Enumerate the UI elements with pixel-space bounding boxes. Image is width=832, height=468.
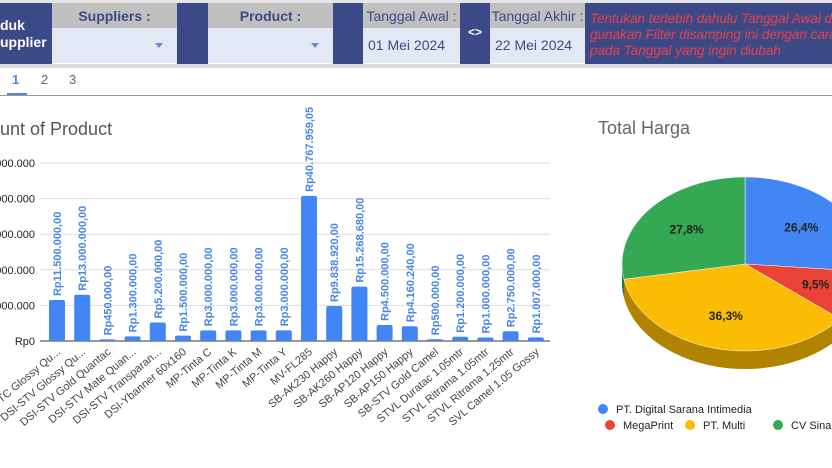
legend-marker bbox=[598, 404, 608, 414]
suppliers-dropdown[interactable] bbox=[52, 28, 177, 63]
bar[interactable] bbox=[452, 336, 469, 341]
data-label: Rp450.000,00 bbox=[102, 266, 114, 336]
bar-chart-title: unt of Product bbox=[0, 119, 112, 139]
legend-marker bbox=[685, 420, 695, 430]
legend-label[interactable]: PT. Multi bbox=[703, 420, 745, 432]
bar[interactable] bbox=[250, 330, 267, 341]
bar[interactable] bbox=[427, 339, 443, 341]
note-text: gunakan Filter disamping ini dengan cara bbox=[590, 27, 832, 42]
data-label: Rp3.000.000,00 bbox=[254, 247, 266, 326]
data-label: Rp2.750.000,00 bbox=[506, 248, 518, 327]
panel-title: duk upplier bbox=[0, 3, 52, 64]
tab-2[interactable]: 2 bbox=[41, 72, 49, 87]
bar[interactable] bbox=[200, 330, 217, 341]
tabs-divider bbox=[0, 95, 832, 96]
start-date-input[interactable]: 01 Mei 2024 bbox=[363, 28, 460, 63]
product-dropdown[interactable] bbox=[208, 28, 333, 63]
bar[interactable] bbox=[49, 300, 65, 341]
bar[interactable] bbox=[225, 330, 242, 341]
bar[interactable] bbox=[74, 294, 91, 341]
y-tick-label: Rp50.000.000 bbox=[0, 158, 35, 170]
end-date-input[interactable]: 22 Mei 2024 bbox=[490, 28, 585, 63]
tab-1[interactable]: 1 bbox=[12, 72, 20, 87]
y-tick-label: Rp0 bbox=[15, 336, 35, 348]
bar[interactable] bbox=[376, 324, 393, 341]
pie-chart-title: Total Harga bbox=[598, 118, 691, 138]
active-tab-indicator bbox=[7, 93, 27, 95]
y-tick-label: Rp20.000.000 bbox=[0, 265, 35, 277]
data-label: Rp1.300.000,00 bbox=[128, 253, 140, 332]
bar[interactable] bbox=[99, 339, 116, 341]
data-label: Rp1.500.000,00 bbox=[178, 253, 190, 332]
legend-label[interactable]: MegaPrint bbox=[623, 420, 673, 432]
y-tick-label: Rp40.000.000 bbox=[0, 194, 35, 206]
data-label: Rp1.007.000,00 bbox=[531, 255, 543, 334]
data-label: Rp500.000,00 bbox=[430, 266, 442, 336]
divider bbox=[177, 3, 208, 64]
bar[interactable] bbox=[527, 337, 544, 341]
product-label: Product : bbox=[208, 3, 333, 28]
legend-marker bbox=[605, 420, 615, 430]
pie-slice[interactable] bbox=[744, 263, 832, 319]
data-label: Rp3.000.000,00 bbox=[228, 247, 240, 326]
bar[interactable] bbox=[175, 335, 191, 341]
data-label: Rp13.000.000,00 bbox=[77, 206, 89, 291]
note-line-3: pada Tanggal yang ingin diubah bbox=[590, 43, 781, 58]
legend-label[interactable]: CV Sina bbox=[791, 420, 832, 432]
pie-slice-label: 9,5% bbox=[802, 277, 830, 291]
swap-dates-icon[interactable]: <> bbox=[460, 3, 490, 64]
data-label: Rp15.268.680,00 bbox=[354, 198, 366, 283]
y-tick-label: Rp10.000.000 bbox=[0, 300, 35, 312]
data-label: Rp4.500.000,00 bbox=[380, 242, 392, 321]
chevron-down-icon bbox=[155, 43, 163, 48]
data-label: Rp40.767.959,05 bbox=[304, 107, 316, 192]
data-label: Rp3.000.000,00 bbox=[203, 247, 215, 326]
pie-slice-label: 27,8% bbox=[670, 222, 704, 236]
bar[interactable] bbox=[351, 286, 368, 341]
data-label: Rp1.200.000,00 bbox=[455, 254, 467, 333]
bar[interactable] bbox=[326, 305, 343, 341]
end-date-label: Tanggal Akhir : bbox=[490, 3, 585, 28]
suppliers-label: Suppliers : bbox=[52, 3, 177, 28]
bar[interactable] bbox=[124, 336, 141, 341]
tab-3[interactable]: 3 bbox=[69, 72, 77, 87]
data-label: Rp4.160.240,00 bbox=[405, 243, 417, 322]
y-tick-label: Rp30.000.000 bbox=[0, 229, 35, 241]
pie-slice-label: 36,3% bbox=[709, 309, 743, 323]
divider bbox=[333, 3, 363, 64]
data-label: Rp9.838.920,00 bbox=[329, 223, 341, 302]
chevron-down-icon bbox=[311, 43, 319, 48]
data-label: Rp5.200.000,00 bbox=[153, 240, 165, 319]
data-label: Rp1.000.000,00 bbox=[480, 255, 492, 334]
bar[interactable] bbox=[401, 326, 418, 341]
legend-label[interactable]: PT. Digital Sarana Intimedia bbox=[616, 404, 753, 416]
top-border bbox=[0, 0, 832, 3]
bar-chart: unt of Product Rp0 Rp10.000.000 Rp20.000.0… bbox=[0, 107, 550, 429]
pie-slice[interactable] bbox=[621, 176, 746, 280]
note-line-1: Tentukan terlebih dahulu Tanggal Awal da… bbox=[590, 11, 832, 26]
bar[interactable] bbox=[301, 195, 317, 341]
pie-slice[interactable] bbox=[623, 263, 832, 352]
pie-slice-label: 26,4% bbox=[784, 221, 818, 235]
bar[interactable] bbox=[149, 322, 166, 341]
data-label: Rp11.500.000,00 bbox=[52, 212, 64, 296]
shadow bbox=[0, 64, 832, 68]
legend-marker bbox=[773, 420, 783, 430]
instruction-note: Tentukan terlebih dahulu Tanggal Awal da… bbox=[585, 3, 832, 64]
data-label: Rp3.000.000,00 bbox=[279, 247, 291, 326]
pie-chart: Total Harga 26,4% 9,5% 36,3% 27,8% PT. Digit… bbox=[598, 118, 832, 432]
pie-slice[interactable] bbox=[744, 176, 832, 272]
start-date-label: Tanggal Awal : bbox=[363, 3, 460, 28]
bar[interactable] bbox=[477, 337, 494, 341]
note-line-2: gunakan Filter disamping ini dengan cara… bbox=[590, 27, 832, 43]
bar[interactable] bbox=[502, 331, 519, 341]
bar[interactable] bbox=[275, 330, 292, 341]
